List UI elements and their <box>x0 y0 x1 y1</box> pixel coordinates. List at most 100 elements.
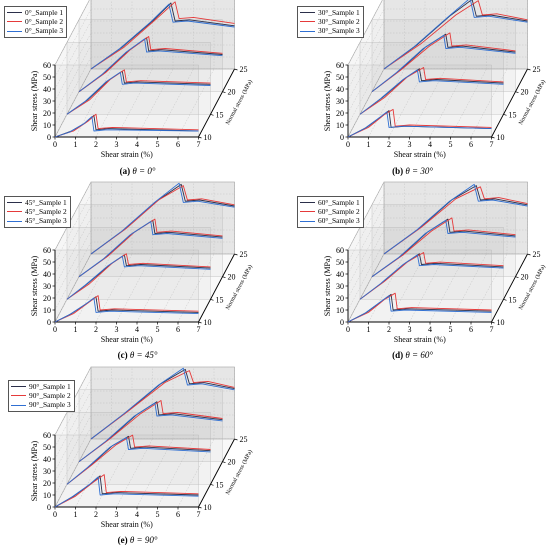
grid-line <box>54 366 92 436</box>
grid-line <box>136 438 174 508</box>
legend-label: 60°_Sample 1 <box>318 198 360 207</box>
x-tick-label: 1 <box>74 325 78 334</box>
series-line <box>371 219 516 278</box>
y-tick-label: 20 <box>336 294 344 303</box>
y-tick-label: 0 <box>47 318 51 327</box>
series-line <box>54 295 199 323</box>
stress-plane <box>371 19 516 92</box>
y-tick-label: 10 <box>43 491 51 500</box>
stress-plane <box>78 389 223 462</box>
y-tick-label: 50 <box>43 258 51 267</box>
y-tick-label: 10 <box>336 306 344 315</box>
x-tick-label: 7 <box>490 140 494 149</box>
grid-line <box>54 44 92 114</box>
series-line <box>383 186 528 255</box>
grid-line <box>75 438 112 508</box>
legend-entry: 90°_Sample 3 <box>11 400 71 409</box>
legend-swatch <box>11 404 26 406</box>
legend-swatch <box>300 12 315 14</box>
grid-line <box>54 253 92 323</box>
x-tick-label: 4 <box>428 140 432 149</box>
series-line <box>66 253 211 300</box>
series-line <box>347 295 492 323</box>
stress-plane <box>371 204 516 277</box>
z-tick-label: 20 <box>228 273 236 282</box>
z-tick <box>527 68 531 71</box>
grid-line <box>54 390 92 460</box>
chart-panel-c: 0 1 2 3 4 5 6 7 0 10 20 30 40 50 60 10 15 20 25 Shear strai… <box>0 181 275 368</box>
legend-entry: 0°_Sample 2 <box>7 17 63 26</box>
z-tick <box>491 321 495 324</box>
caption-expr: θ = 60° <box>405 350 433 360</box>
chart-caption: (b) θ = 30° <box>275 166 550 176</box>
chart-panel-b: 0 1 2 3 4 5 6 7 0 10 20 30 40 50 60 10 15 20 25 Shear strai… <box>293 0 550 183</box>
grid-line <box>368 68 405 138</box>
y-axis-label: Shear stress (MPa) <box>323 255 332 316</box>
grid-line <box>409 68 446 138</box>
y-axis-label: Shear stress (MPa) <box>323 70 332 131</box>
grid-line <box>347 68 385 138</box>
grid-line <box>54 438 92 508</box>
legend-label: 45°_Sample 3 <box>25 216 67 226</box>
grid-line <box>347 56 385 126</box>
z-tick-label: 25 <box>240 65 248 74</box>
z-tick <box>210 484 214 486</box>
legend-label: 30°_Sample 2 <box>318 17 360 27</box>
x-tick-label: 5 <box>449 140 453 149</box>
x-tick-label: 2 <box>94 325 98 334</box>
grid-line <box>347 217 385 287</box>
grid-line <box>347 193 385 263</box>
grid-line <box>347 253 385 323</box>
grid-line <box>54 426 92 496</box>
x-tick-label: 6 <box>176 510 180 519</box>
grid-line <box>347 181 385 251</box>
legend-entry: 60°_Sample 2 <box>300 207 360 216</box>
x-tick-label: 7 <box>197 510 201 519</box>
series-line <box>359 254 504 300</box>
x-tick-label: 3 <box>408 325 412 334</box>
y-tick-label: 30 <box>43 97 51 106</box>
x-tick-label: 0 <box>53 325 57 334</box>
legend-entry: 45°_Sample 3 <box>7 216 67 225</box>
chart-legend: 90°_Sample 1 90°_Sample 2 90°_Sample 3 <box>8 380 75 412</box>
z-axis-label: Normal stress (MPa) <box>517 264 547 311</box>
x-tick-label: 1 <box>74 140 78 149</box>
y-tick-label: 50 <box>336 73 344 82</box>
legend-entry: 60°_Sample 3 <box>300 216 360 225</box>
series-line <box>371 34 516 93</box>
grid-line <box>136 68 174 138</box>
grid-line <box>54 68 92 138</box>
caption-expr: θ = 90° <box>129 535 158 545</box>
grid-line <box>347 32 385 102</box>
y-tick-label: 20 <box>43 479 51 488</box>
chart-legend: 30°_Sample 1 30°_Sample 2 30°_Sample 3 <box>297 6 364 38</box>
legend-swatch <box>7 12 22 14</box>
z-tick-label: 15 <box>509 110 517 119</box>
chart-plot: 0 1 2 3 4 5 6 7 0 10 20 30 40 50 60 10 15 20 25 Shear strai… <box>30 0 254 159</box>
grid-line <box>347 205 385 275</box>
z-tick <box>503 114 507 116</box>
caption-label: (c) <box>117 350 128 360</box>
z-tick <box>222 461 226 463</box>
z-axis-label: Normal stress (MPa) <box>224 79 254 126</box>
legend-label: 45°_Sample 1 <box>25 198 67 207</box>
series-line <box>371 217 516 278</box>
z-tick-label: 25 <box>240 435 248 444</box>
series-line <box>359 67 504 115</box>
z-tick-label: 20 <box>228 88 236 97</box>
z-tick-label: 10 <box>204 318 212 327</box>
y-tick-label: 20 <box>43 294 51 303</box>
y-tick-label: 60 <box>43 61 51 70</box>
series-line <box>90 182 235 255</box>
series-line <box>90 1 235 70</box>
x-tick-label: 3 <box>115 140 119 149</box>
series-line <box>78 221 223 278</box>
y-tick-label: 0 <box>340 133 344 142</box>
grid-line <box>54 217 92 287</box>
chart-panel-d: 0 1 2 3 4 5 6 7 0 10 20 30 40 50 60 10 15 20 25 Shear strai… <box>293 181 550 368</box>
series-line <box>78 38 223 93</box>
grid-line <box>54 181 92 251</box>
y-tick-label: 20 <box>43 109 51 118</box>
y-axis-label: Shear stress (MPa) <box>30 70 39 131</box>
x-tick-label: 3 <box>115 510 119 519</box>
